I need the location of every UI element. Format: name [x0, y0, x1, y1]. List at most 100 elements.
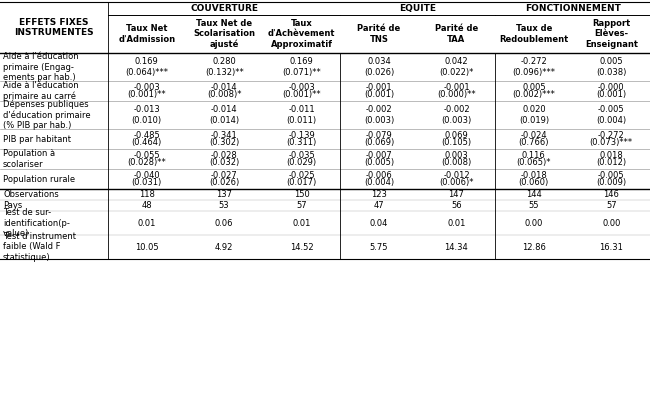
Text: -0.003: -0.003	[133, 83, 160, 91]
Text: -0.025: -0.025	[288, 170, 315, 179]
Text: (0.003): (0.003)	[441, 116, 471, 125]
Text: -0.028: -0.028	[211, 150, 237, 160]
Text: (0.029): (0.029)	[287, 158, 317, 168]
Text: 4.92: 4.92	[215, 243, 233, 251]
Text: Taux de
Redoublement: Taux de Redoublement	[499, 24, 569, 44]
Text: 147: 147	[448, 190, 464, 199]
Text: 53: 53	[219, 201, 229, 210]
Text: 150: 150	[294, 190, 309, 199]
Text: 0.00: 0.00	[525, 218, 543, 228]
Text: 0.280: 0.280	[213, 57, 236, 66]
Text: -0.018: -0.018	[521, 170, 547, 179]
Text: (0.065)*: (0.065)*	[517, 158, 551, 168]
Text: (0.005): (0.005)	[364, 158, 394, 168]
Text: 47: 47	[374, 201, 384, 210]
Text: 0.034: 0.034	[367, 57, 391, 66]
Text: (0.004): (0.004)	[364, 179, 394, 187]
Text: -0.055: -0.055	[133, 150, 160, 160]
Text: Population rurale: Population rurale	[3, 174, 75, 183]
Text: (0.022)*: (0.022)*	[439, 68, 474, 77]
Text: (0.311): (0.311)	[287, 139, 317, 147]
Text: 0.06: 0.06	[215, 218, 233, 228]
Text: (0.011): (0.011)	[287, 116, 317, 125]
Text: 10.05: 10.05	[135, 243, 159, 251]
Text: 137: 137	[216, 190, 232, 199]
Text: 5.75: 5.75	[370, 243, 388, 251]
Text: (0.031): (0.031)	[131, 179, 162, 187]
Text: Population à
scolariser: Population à scolariser	[3, 149, 55, 169]
Text: 14.34: 14.34	[445, 243, 468, 251]
Text: EQUITE: EQUITE	[399, 4, 436, 13]
Text: -0.005: -0.005	[598, 170, 625, 179]
Text: (0.071)**: (0.071)**	[282, 68, 321, 77]
Text: 57: 57	[606, 201, 617, 210]
Text: Taux Net
d'Admission: Taux Net d'Admission	[118, 24, 176, 44]
Text: Aide à l'éducation
primaire au carré: Aide à l'éducation primaire au carré	[3, 81, 79, 101]
Text: (0.001): (0.001)	[596, 91, 627, 100]
Text: -0.014: -0.014	[211, 83, 237, 91]
Text: (0.060): (0.060)	[519, 179, 549, 187]
Text: 12.86: 12.86	[522, 243, 546, 251]
Text: (0.069): (0.069)	[364, 139, 394, 147]
Text: 0.00: 0.00	[602, 218, 621, 228]
Text: (0.064)***: (0.064)***	[125, 68, 168, 77]
Text: (0.006)*: (0.006)*	[439, 179, 474, 187]
Text: (0.026): (0.026)	[209, 179, 239, 187]
Text: 0.003: 0.003	[445, 150, 468, 160]
Text: Test d'instrument
faible (Wald F
statistique): Test d'instrument faible (Wald F statist…	[3, 232, 76, 262]
Text: 0.018: 0.018	[599, 150, 623, 160]
Text: Parité de
TNS: Parité de TNS	[358, 24, 400, 44]
Text: (0.004): (0.004)	[596, 116, 627, 125]
Text: 14.52: 14.52	[290, 243, 313, 251]
Text: -0.013: -0.013	[133, 105, 160, 114]
Text: EFFETS FIXES
INSTRUMENTES: EFFETS FIXES INSTRUMENTES	[14, 18, 94, 37]
Text: 48: 48	[142, 201, 152, 210]
Text: 0.01: 0.01	[138, 218, 156, 228]
Text: (0.028)**: (0.028)**	[127, 158, 166, 168]
Text: (0.105): (0.105)	[441, 139, 471, 147]
Text: 146: 146	[603, 190, 619, 199]
Text: (0.132)**: (0.132)**	[205, 68, 244, 77]
Text: 0.04: 0.04	[370, 218, 388, 228]
Text: 0.01: 0.01	[447, 218, 465, 228]
Text: (0.010): (0.010)	[132, 116, 162, 125]
Text: -0.272: -0.272	[598, 131, 625, 139]
Text: (0.003): (0.003)	[364, 116, 394, 125]
Text: -0.006: -0.006	[365, 170, 393, 179]
Text: FONCTIONNEMENT: FONCTIONNEMENT	[525, 4, 621, 13]
Text: 0.116: 0.116	[522, 150, 546, 160]
Text: Parité de
TAA: Parité de TAA	[435, 24, 478, 44]
Text: 123: 123	[371, 190, 387, 199]
Text: 0.01: 0.01	[292, 218, 311, 228]
Text: -0.341: -0.341	[211, 131, 237, 139]
Text: 16.31: 16.31	[599, 243, 623, 251]
Text: (0.000)**: (0.000)**	[437, 91, 476, 100]
Text: (0.008): (0.008)	[441, 158, 471, 168]
Text: Dépenses publiques
d'éducation primaire
(% PIB par hab.): Dépenses publiques d'éducation primaire …	[3, 100, 90, 131]
Text: Aide à l'éducation
primaire (Engag-
ements par hab.): Aide à l'éducation primaire (Engag- emen…	[3, 52, 79, 82]
Text: (0.038): (0.038)	[596, 68, 627, 77]
Text: (0.096)***: (0.096)***	[512, 68, 555, 77]
Text: (0.073)***: (0.073)***	[590, 139, 633, 147]
Text: -0.024: -0.024	[521, 131, 547, 139]
Text: -0.012: -0.012	[443, 170, 470, 179]
Text: 0.005: 0.005	[522, 83, 545, 91]
Text: -0.000: -0.000	[598, 83, 625, 91]
Text: -0.272: -0.272	[521, 57, 547, 66]
Text: 55: 55	[528, 201, 539, 210]
Text: -0.002: -0.002	[366, 105, 393, 114]
Text: -0.035: -0.035	[288, 150, 315, 160]
Text: (0.001): (0.001)	[364, 91, 394, 100]
Text: (0.017): (0.017)	[287, 179, 317, 187]
Text: -0.139: -0.139	[288, 131, 315, 139]
Text: 57: 57	[296, 201, 307, 210]
Text: (0.026): (0.026)	[364, 68, 394, 77]
Text: (0.032): (0.032)	[209, 158, 239, 168]
Text: 0.005: 0.005	[599, 57, 623, 66]
Text: 144: 144	[526, 190, 541, 199]
Text: -0.003: -0.003	[288, 83, 315, 91]
Text: -0.005: -0.005	[598, 105, 625, 114]
Text: PIB par habitant: PIB par habitant	[3, 135, 71, 143]
Text: -0.040: -0.040	[133, 170, 160, 179]
Text: -0.007: -0.007	[365, 150, 393, 160]
